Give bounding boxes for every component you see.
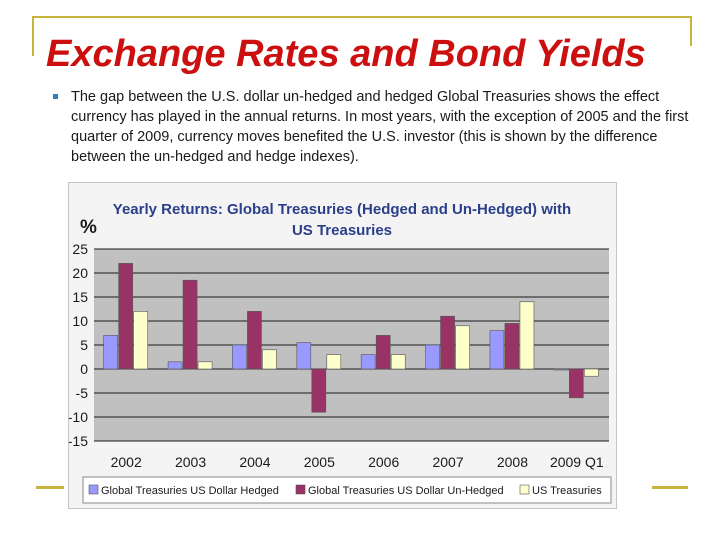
bar-3 <box>390 354 406 370</box>
y-tick-label: 20 <box>72 265 88 281</box>
legend-swatch-3 <box>519 484 530 495</box>
bar-1 <box>296 342 312 370</box>
bar-2 <box>440 315 455 370</box>
bar-1 <box>425 344 440 370</box>
chart-panel: Yearly Returns: Global Treasuries (Hedge… <box>68 182 617 509</box>
chart-bars <box>103 263 599 413</box>
x-tick-label: 2005 <box>304 454 335 470</box>
x-tick-label: 2002 <box>111 454 142 470</box>
y-tick-label: -5 <box>76 385 89 401</box>
legend-label-1: Global Treasuries US Dollar Hedged <box>101 485 279 497</box>
chart-legend: Global Treasuries US Dollar Hedged Global… <box>82 476 612 504</box>
y-tick-label: 5 <box>80 337 88 353</box>
frame-bottom-left-rule <box>36 486 64 489</box>
bar-3 <box>455 325 470 370</box>
bar-1 <box>103 335 118 370</box>
bar-1 <box>232 344 247 370</box>
frame-top-rule <box>32 16 692 18</box>
bar-2 <box>247 311 262 370</box>
legend-swatch-1 <box>88 484 99 495</box>
bar-2 <box>569 368 584 399</box>
bar-3 <box>326 354 342 370</box>
bar-2 <box>118 263 133 370</box>
chart-y-ticks: 25 20 15 10 5 0 -5 -10 -15 <box>69 241 88 449</box>
bar-1 <box>360 354 376 370</box>
bar-3 <box>133 311 148 370</box>
legend-label-2: Global Treasuries US Dollar Un-Hedged <box>308 485 504 497</box>
bullet-marker <box>53 94 58 99</box>
bar-3 <box>519 301 535 370</box>
bar-1 <box>554 368 569 371</box>
bar-2 <box>311 368 327 413</box>
bar-3 <box>584 368 599 377</box>
bar-2 <box>375 335 391 370</box>
x-tick-label: 2004 <box>239 454 270 470</box>
y-tick-label: -15 <box>69 433 88 449</box>
y-tick-label: 10 <box>72 313 88 329</box>
bar-2 <box>504 323 520 370</box>
y-tick-label: 25 <box>72 241 88 257</box>
chart-y-axis-label: % <box>80 217 97 238</box>
frame-right-rule <box>690 16 692 46</box>
frame-bottom-right-rule <box>652 486 688 489</box>
slide-title: Exchange Rates and Bond Yields <box>46 33 646 75</box>
bar-3 <box>262 349 277 370</box>
y-tick-label: -10 <box>69 409 88 425</box>
chart-title: Yearly Returns: Global Treasuries (Hedge… <box>113 201 571 218</box>
chart-x-ticks: 2002 2003 2004 2005 2006 2007 2008 2009 Q1 <box>111 454 604 470</box>
y-tick-label: 0 <box>80 361 88 377</box>
x-tick-label: 2009 Q1 <box>550 454 604 470</box>
slide-body-text: The gap between the U.S. dollar un-hedge… <box>71 89 689 165</box>
x-tick-label: 2008 <box>497 454 528 470</box>
frame-left-rule <box>32 16 34 56</box>
x-tick-label: 2006 <box>368 454 399 470</box>
y-tick-label: 15 <box>72 289 88 305</box>
legend-swatch-2 <box>295 484 306 495</box>
legend-label-3: US Treasuries <box>532 485 602 497</box>
bar-1 <box>489 330 505 370</box>
bar-2 <box>182 279 198 370</box>
chart-subtitle: US Treasuries <box>292 222 392 239</box>
chart-svg: Yearly Returns: Global Treasuries (Hedge… <box>69 201 612 504</box>
bar-1 <box>167 361 183 370</box>
bar-3 <box>197 361 213 370</box>
x-tick-label: 2003 <box>175 454 206 470</box>
x-tick-label: 2007 <box>432 454 463 470</box>
